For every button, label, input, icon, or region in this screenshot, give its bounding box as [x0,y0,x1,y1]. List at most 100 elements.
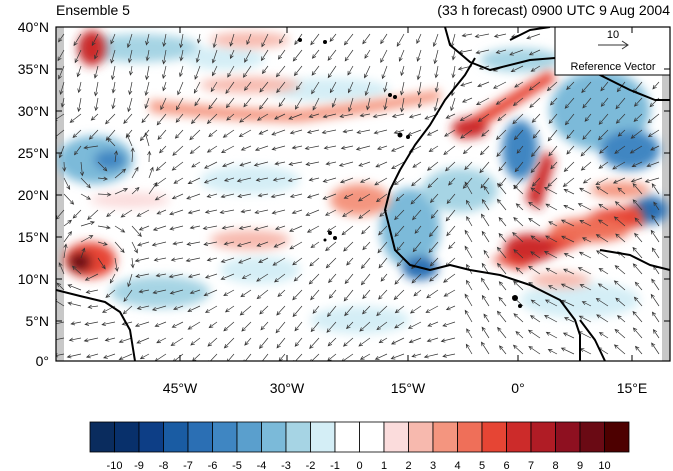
wind-vector [226,353,235,361]
wind-vector [289,241,303,250]
lat-label: 15°N [18,229,49,245]
wind-vector [651,342,660,355]
wind-vector [294,337,303,347]
wind-vector [598,161,609,169]
wind-vector [161,65,167,79]
wind-vector [496,198,507,211]
wind-vector [293,353,303,361]
wind-vector [105,289,116,298]
wind-vector [93,81,99,97]
wind-vector [577,203,592,211]
colorbar-label: -8 [159,460,169,471]
wind-vector [498,296,507,307]
wind-vector [83,337,99,343]
wind-vector [434,65,439,79]
wind-vector [347,81,354,94]
wind-vector [366,97,371,111]
wind-vector [277,49,286,60]
wind-vector [395,193,405,202]
wind-vector [85,353,99,359]
wind-vector [544,299,558,307]
wind-vector [480,277,490,291]
wind-vector [442,321,456,327]
wind-vector [362,289,371,300]
wind-vector [427,177,439,189]
wind-vector [240,209,252,214]
wind-vector [543,187,558,195]
wind-vector [475,97,490,105]
colorbar-swatch [138,421,164,453]
wind-vector [479,161,490,174]
wind-vector [416,65,422,81]
wind-vector [528,81,541,91]
wind-vector [258,129,269,135]
colorbar-swatch [310,421,336,453]
wind-vector [219,209,235,215]
wind-vector [510,65,524,73]
wind-vector [433,49,439,65]
lat-label: 25°N [18,145,49,161]
wind-vector [634,232,643,243]
wind-vector [513,249,524,259]
wind-vector [322,113,337,119]
wind-vector [118,353,133,361]
wind-vector [279,33,286,44]
wind-vector [131,225,142,237]
wind-vector [414,225,422,234]
wind-vector [393,129,405,134]
wind-vector [220,193,235,199]
wind-vector [76,65,82,78]
wind-vector [168,273,184,279]
wind-vector [225,81,235,95]
wind-vector [58,262,65,275]
wind-vector [114,241,125,253]
wind-vector [56,129,65,139]
wind-vector [362,33,371,45]
wind-vector [63,243,68,259]
wind-vector [356,129,371,135]
wind-vector [498,281,507,291]
wind-vector [407,321,422,329]
wind-vector [378,257,388,269]
wind-vector [460,129,473,139]
wind-vector [383,97,388,111]
wind-vector [241,321,252,332]
wind-vector [151,241,167,247]
lat-label: 35°N [18,61,49,77]
wind-vector [203,177,218,184]
wind-vector [465,199,473,211]
wind-vector [130,257,135,269]
wind-vector [172,241,184,246]
wind-vector [94,97,99,112]
wind-vector [531,113,541,123]
colorbar-label: 9 [577,460,583,471]
wind-vector [292,305,303,318]
wind-vector [341,225,354,236]
wind-vector [179,33,184,49]
wind-vector [579,220,592,227]
wind-vector [310,353,320,361]
wind-vector [276,81,286,94]
wind-vector [450,97,456,112]
wind-vector [191,161,201,168]
wind-vector [426,161,439,171]
wind-vector [185,257,201,263]
wind-vector [169,289,184,295]
wind-vector [564,113,575,126]
wind-vector [292,257,303,266]
wind-vector [409,305,422,314]
wind-vector [446,225,456,237]
wind-vector [563,161,575,173]
wind-vector [189,145,201,154]
wind-vector [647,129,660,138]
wind-vector [186,193,201,200]
wind-vector [448,241,456,250]
wind-vector [440,337,456,343]
wind-vector [464,309,473,323]
wind-vector [528,265,541,275]
wind-vector [617,187,626,195]
wind-vector [614,265,626,275]
wind-vector [630,177,643,183]
wind-vector [131,166,139,179]
wind-vector [412,161,422,168]
